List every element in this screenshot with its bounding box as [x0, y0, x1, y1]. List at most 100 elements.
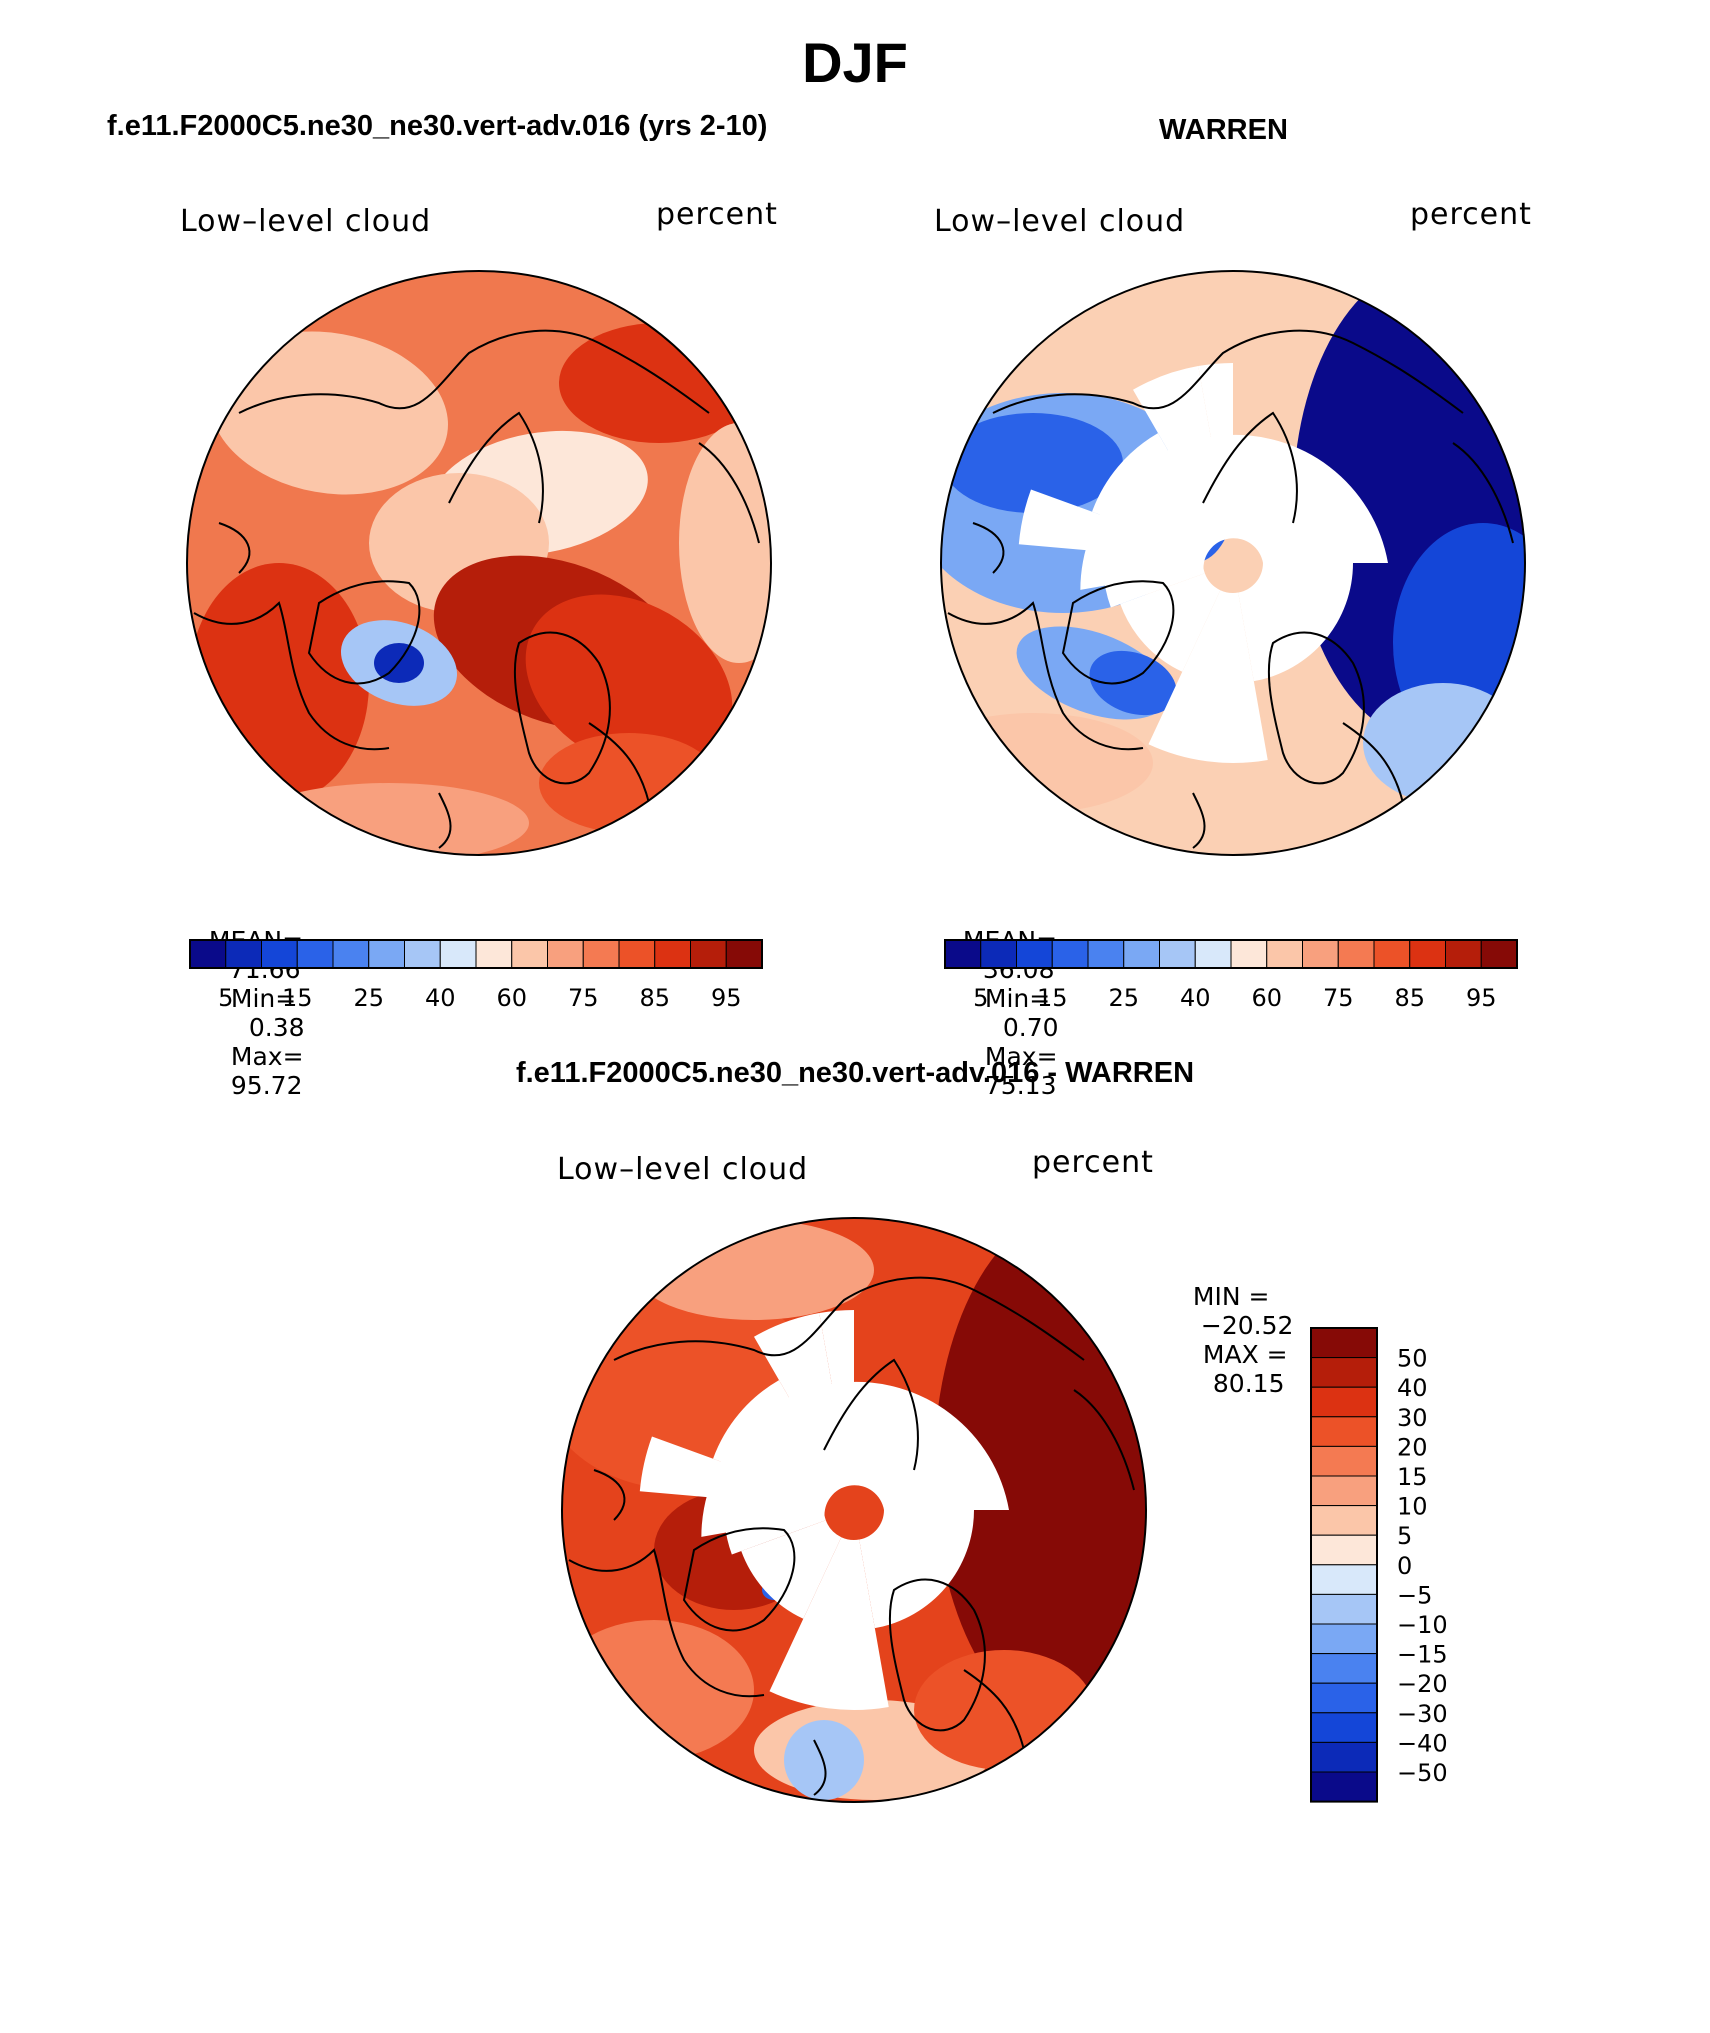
colorbar-tick-label: 50 — [1397, 1345, 1428, 1373]
colorbar-bin — [511, 939, 548, 969]
coastline — [513, 631, 611, 785]
colorbar-bin — [1310, 1712, 1378, 1743]
obs-units-label: percent — [1410, 197, 1532, 232]
contour-region — [562, 1620, 754, 1760]
colorbar-bin — [1373, 939, 1411, 969]
colorbar-tick-label: 40 — [1397, 1374, 1428, 1402]
diff-stats: MIN = −20.52 MAX = 80.15 — [1177, 1253, 1294, 1398]
coastline — [568, 1548, 765, 1698]
coastline — [947, 601, 1144, 751]
missing-data-sector — [819, 1310, 854, 1481]
colorbar-tick-label: 85 — [1394, 984, 1425, 1012]
colorbar-tick-label: −50 — [1397, 1759, 1448, 1787]
colorbar-tick-label: 10 — [1397, 1493, 1428, 1521]
colorbar-bin — [1310, 1771, 1378, 1803]
colorbar-bin — [1123, 939, 1160, 969]
min-value: 0.70 — [1002, 1013, 1059, 1042]
colorbar-bin — [1310, 1357, 1378, 1388]
colorbar-bin — [1310, 1475, 1378, 1507]
colorbar-bin — [1310, 1741, 1378, 1773]
max-value: 75.13 — [984, 1071, 1057, 1100]
missing-data-sector — [639, 1436, 826, 1508]
missing-data-sector — [1148, 590, 1268, 763]
colorbar-bin — [690, 939, 727, 969]
colorbar-bin — [439, 939, 477, 969]
colorbar-bin — [1310, 1445, 1378, 1477]
missing-data-sector — [859, 1510, 974, 1629]
colorbar-bin — [1230, 939, 1268, 969]
coastline — [1452, 442, 1514, 544]
colorbar-tick-label: 15 — [1397, 1463, 1428, 1491]
coastline — [698, 442, 760, 544]
coastline — [448, 411, 544, 524]
coastline — [193, 601, 390, 751]
colorbar-tick-label: 25 — [1108, 984, 1139, 1012]
colorbar-tick-label: −5 — [1397, 1581, 1432, 1609]
colorbar-tick-label: 5 — [973, 984, 988, 1012]
colorbar-tick-label: 85 — [639, 984, 670, 1012]
colorbar-tick-label: −40 — [1397, 1729, 1448, 1757]
coastline — [1061, 580, 1175, 685]
contour-region — [784, 1720, 864, 1800]
colorbar-bin — [1194, 939, 1232, 969]
contour-region — [679, 423, 771, 663]
coastline — [1073, 1389, 1135, 1491]
colorbar-tick-label: −20 — [1397, 1670, 1448, 1698]
colorbar-tick-label: −30 — [1397, 1700, 1448, 1728]
colorbar-bin — [944, 939, 982, 969]
min-value: −20.52 — [1200, 1311, 1294, 1340]
colorbar-tick-label: 75 — [1323, 984, 1354, 1012]
contour-region — [249, 783, 529, 855]
coastline — [593, 1469, 626, 1521]
colorbar-bin — [261, 939, 298, 969]
model-coastlines — [193, 329, 760, 849]
coastline — [682, 1527, 796, 1632]
contour-region — [943, 413, 1123, 513]
colorbar-bin — [547, 939, 584, 969]
colorbar-bin — [1409, 939, 1446, 969]
coastline — [588, 722, 650, 804]
coastline — [307, 580, 421, 685]
colorbar-bin — [1310, 1593, 1378, 1625]
colorbar-bin — [654, 939, 691, 969]
missing-data-sector — [713, 1380, 839, 1500]
colorbar-bin — [1302, 939, 1339, 969]
coastline — [888, 1578, 986, 1732]
colorbar-tick-label: 5 — [218, 984, 233, 1012]
min-label: Min= — [984, 984, 1051, 1013]
max-label: Max= — [230, 1042, 304, 1071]
colorbar-bin — [1310, 1327, 1378, 1359]
model-polar-map — [186, 270, 772, 856]
colorbar-bin — [1310, 1416, 1378, 1447]
colorbar-bin — [582, 939, 620, 969]
max-value: 95.72 — [230, 1071, 303, 1100]
colorbar-bin — [1310, 1505, 1378, 1536]
max-label: Max= — [984, 1042, 1058, 1071]
colorbar-tick-label: 25 — [353, 984, 384, 1012]
min-label: MIN = — [1192, 1282, 1270, 1311]
contour-region — [189, 563, 369, 803]
max-label: MAX = — [1202, 1340, 1288, 1369]
coastline — [1192, 792, 1206, 849]
coastline — [1267, 631, 1365, 785]
min-value: 0.38 — [248, 1013, 305, 1042]
missing-data-sector — [1238, 563, 1353, 682]
colorbar-tick-label: 60 — [1251, 984, 1282, 1012]
model-variable-label: Low–level cloud — [180, 204, 432, 239]
obs-variable-label: Low–level cloud — [934, 204, 1186, 239]
colorbar-bin — [1310, 1623, 1378, 1655]
colorbar-bin — [1310, 1564, 1378, 1595]
obs-polar-map — [940, 270, 1526, 856]
contour-region — [525, 594, 733, 772]
colorbar-tick-label: 0 — [1397, 1552, 1412, 1580]
missing-data-sector — [741, 1520, 842, 1619]
coastline — [1202, 411, 1298, 524]
missing-data-sector — [1198, 363, 1233, 534]
colorbar-bin — [618, 939, 656, 969]
coastline — [823, 1358, 919, 1471]
obs-colorbar: 5 15 25 40 60 75 85 95 — [944, 939, 1518, 1012]
colorbar-bin — [1016, 939, 1053, 969]
colorbar-tick-label: 95 — [711, 984, 742, 1012]
map-boundary — [561, 1217, 1147, 1803]
